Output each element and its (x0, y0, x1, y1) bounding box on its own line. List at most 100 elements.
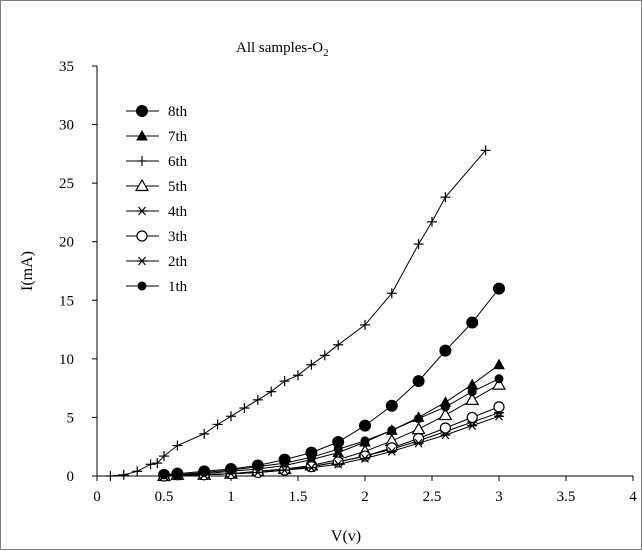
x-tick-label: 4 (629, 489, 637, 505)
data-point (132, 466, 143, 477)
data-point (413, 438, 424, 448)
data-point (333, 339, 344, 350)
legend-marker (136, 129, 148, 141)
data-point (199, 428, 210, 439)
x-axis-label: V(v) (331, 528, 361, 545)
legend-item-5th: 5th (126, 178, 188, 195)
data-point (105, 471, 116, 481)
data-point (439, 344, 452, 357)
data-point (333, 444, 343, 454)
legend-label: 5th (168, 179, 188, 195)
data-point (252, 394, 263, 405)
legend-item-3th: 3th (126, 229, 188, 245)
data-point (226, 411, 236, 422)
legend-label: 8th (168, 104, 188, 120)
data-point (414, 414, 424, 424)
legend-item-2th: 2th (126, 254, 188, 270)
data-point (493, 282, 505, 295)
data-point (226, 465, 236, 475)
x-tick-label: 0.5 (155, 489, 174, 505)
y-tick-label: 5 (67, 410, 75, 426)
legend-label: 7th (168, 129, 188, 145)
x-tick-label: 1.5 (289, 489, 308, 505)
data-point (493, 401, 505, 413)
y-tick-label: 30 (59, 118, 74, 134)
data-point (385, 399, 398, 412)
legend-marker (136, 230, 148, 242)
y-axis-label: I(mA) (19, 251, 36, 291)
chart-title: All samples-O2 (236, 40, 329, 59)
data-point (319, 350, 330, 361)
legend-item-6th: 6th (126, 154, 188, 170)
data-point (427, 216, 437, 227)
y-tick-label: 35 (59, 59, 74, 75)
data-point (440, 430, 451, 440)
data-point (411, 421, 426, 435)
legend-label: 1th (168, 279, 188, 295)
data-point (494, 374, 504, 384)
data-point (466, 411, 478, 424)
data-point (386, 288, 397, 299)
data-point (118, 469, 129, 480)
series-layer (105, 145, 507, 482)
data-point (480, 145, 491, 156)
y-tick-label: 15 (59, 293, 74, 309)
data-point (152, 458, 163, 469)
data-point (280, 458, 290, 468)
data-point (305, 461, 317, 473)
y-tick-label: 0 (67, 469, 75, 485)
legend-item-4th: 4th (126, 204, 188, 220)
legend-marker (137, 156, 147, 166)
x-tick-label: 3 (495, 489, 503, 505)
data-point (413, 239, 424, 250)
chart-title-main: All samples-O (236, 40, 323, 56)
data-point (333, 459, 344, 469)
legend-label: 6th (168, 154, 188, 170)
x-tick-label: 0 (93, 489, 101, 505)
data-point (306, 463, 317, 473)
legend-item-8th: 8th (126, 104, 188, 120)
legend-marker (134, 178, 150, 192)
data-point (239, 403, 250, 414)
legend-label: 3th (168, 229, 188, 245)
x-tick-label: 2.5 (423, 489, 442, 505)
series-line-8th (163, 288, 500, 476)
data-point (172, 470, 182, 480)
data-point (467, 387, 477, 397)
data-point (440, 402, 450, 412)
data-point (253, 462, 263, 472)
data-point (493, 358, 505, 370)
data-point (412, 375, 425, 388)
legend: 8th 7th 6th 5th 4th 3th 2th 1th (126, 104, 188, 295)
data-point (293, 370, 303, 381)
data-point (159, 470, 169, 480)
y-tick-label: 20 (59, 235, 74, 251)
legend-item-1th: 1th (126, 279, 188, 295)
series-1th (159, 374, 504, 480)
data-point (360, 454, 370, 463)
data-point (465, 392, 480, 405)
data-point (159, 451, 169, 462)
data-point (266, 386, 277, 397)
data-point (359, 419, 371, 432)
y-tick-label: 10 (59, 352, 74, 368)
data-point (306, 452, 316, 462)
axes: 0 0.5 1 1.5 2 2.5 3 3.5 4 0 5 10 15 20 25 30 35 (59, 59, 637, 505)
data-point (279, 376, 290, 387)
data-point (494, 411, 504, 421)
data-point (467, 421, 478, 431)
data-point (306, 359, 317, 370)
data-point (387, 425, 397, 435)
series-line-6th (110, 149, 486, 477)
data-point (439, 422, 451, 434)
data-point (145, 459, 156, 470)
data-point (199, 467, 209, 477)
x-tick-label: 1 (227, 489, 235, 505)
legend-marker (137, 256, 147, 266)
data-point (172, 440, 183, 451)
data-point (360, 436, 370, 446)
data-point (438, 407, 453, 421)
x-tick-label: 3.5 (557, 489, 576, 505)
